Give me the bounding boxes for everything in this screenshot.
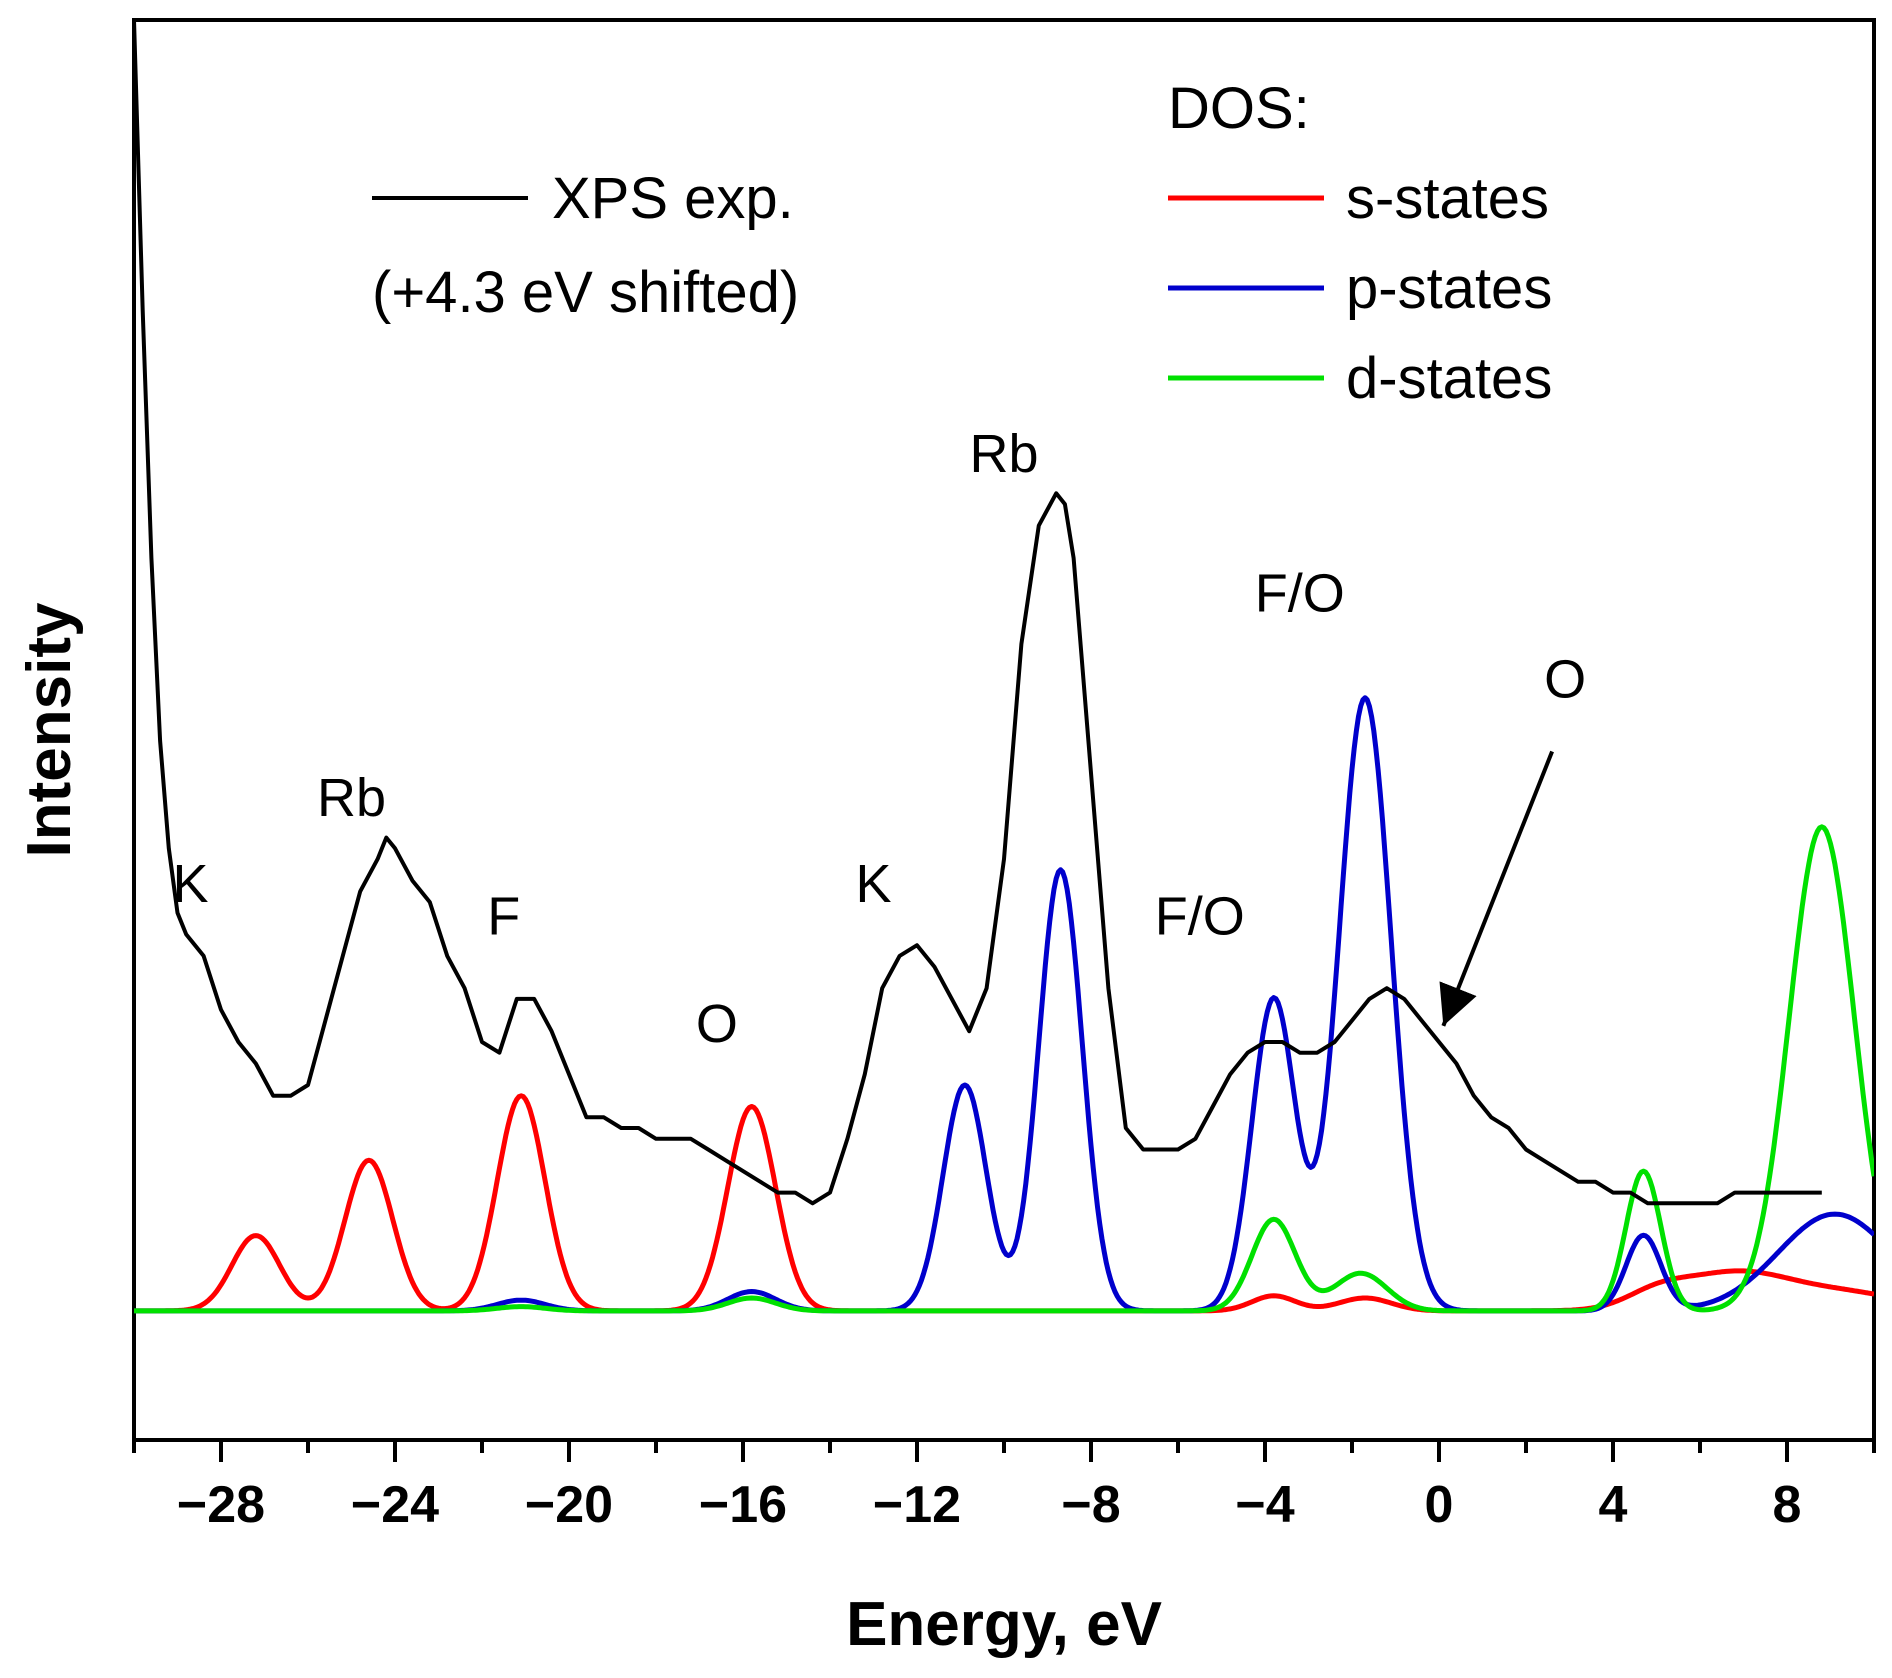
legend-note-xps: (+4.3 eV shifted) (372, 260, 799, 325)
x-axis-title: Energy, eV (846, 1590, 1162, 1659)
x-tick-label: −20 (525, 1476, 613, 1534)
legend-label-p: p-states (1346, 256, 1552, 321)
series-line-d-states (134, 824, 1874, 1314)
x-axis-ticks (132, 1440, 1876, 1462)
x-tick-label: 8 (1773, 1476, 1802, 1534)
x-tick-label: −28 (177, 1476, 265, 1534)
series-line-xps-exp- (134, 20, 1822, 1206)
legend-title-dos: DOS: (1168, 76, 1310, 141)
peak-annotation: K (173, 854, 209, 914)
series-layer (134, 20, 1874, 1314)
x-tick-label: −12 (873, 1476, 961, 1534)
peak-annotation: K (855, 854, 891, 914)
x-tick-label: 4 (1599, 1476, 1628, 1534)
x-tick-label: −16 (699, 1476, 787, 1534)
peak-annotation: O (1544, 650, 1586, 710)
x-tick-label: 0 (1425, 1476, 1454, 1534)
arrow-pointer (1439, 750, 1554, 1027)
x-tick-label: −8 (1061, 1476, 1120, 1534)
peak-annotation: F/O (1155, 886, 1245, 946)
peak-annotation: Rb (317, 768, 386, 828)
annotations: K Rb F O K Rb F/O F/O O (173, 424, 1587, 1054)
legend: XPS exp. (+4.3 eV shifted) DOS: s-states… (372, 76, 1552, 411)
x-tick-label: −24 (351, 1476, 439, 1534)
x-axis-tick-labels: −28 −24 −20 −16 −12 −8 −4 0 4 8 (177, 1476, 1802, 1534)
peak-annotation: O (696, 994, 738, 1054)
legend-label-xps: XPS exp. (552, 166, 794, 231)
peak-annotation: F/O (1255, 564, 1345, 624)
y-axis-title: Intensity (15, 602, 84, 857)
peak-annotation: F (487, 886, 520, 946)
peak-annotation: Rb (969, 424, 1038, 484)
legend-label-s: s-states (1346, 166, 1549, 231)
x-tick-label: −4 (1235, 1476, 1294, 1534)
legend-label-d: d-states (1346, 346, 1552, 411)
